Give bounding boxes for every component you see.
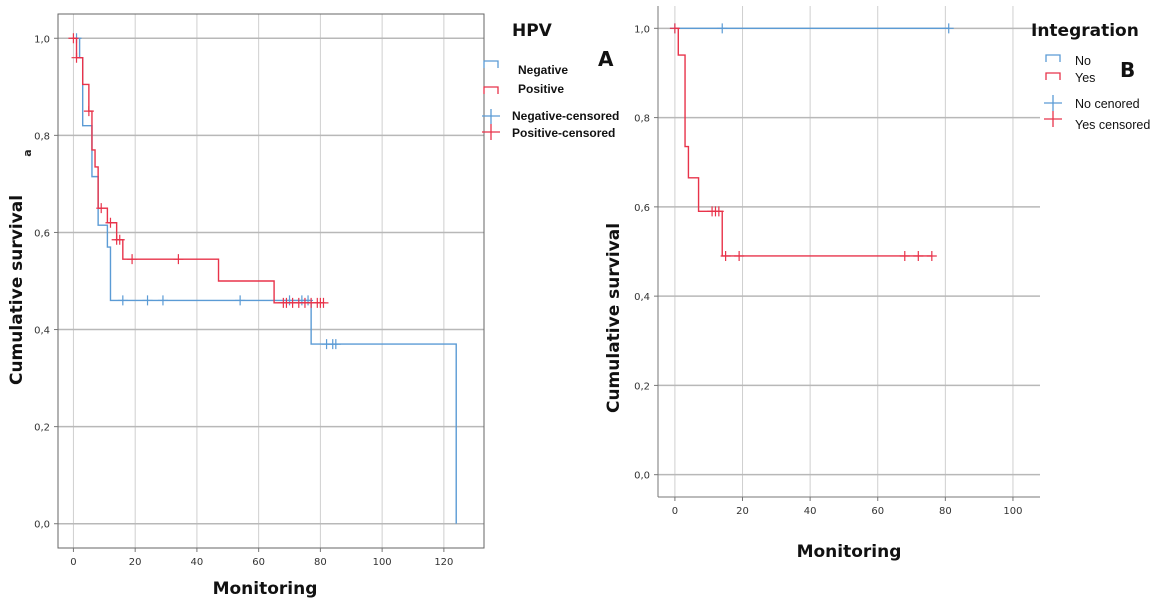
panel-a-x-tick-label: 20	[129, 557, 142, 568]
panel-b-y-tick-label: 0,6	[634, 203, 650, 214]
panel-b-legend: Integration B No Yes No cenored Yes cens…	[1031, 21, 1150, 132]
panel-a-y-tick-label: 0,0	[34, 520, 50, 531]
legend-step-positive-icon	[483, 86, 499, 94]
panel-b-series	[669, 23, 954, 261]
panel-a-censor-mark-negative	[330, 339, 341, 350]
panel-a-censor-mark-positive	[114, 234, 125, 245]
panel-b-censor-mark-yes	[734, 250, 745, 261]
panel-a-legend-entry-negative: Negative	[518, 63, 568, 77]
panel-a-y-tick-label: 0,4	[34, 326, 50, 337]
panel-b-x-tick-label: 0	[672, 506, 678, 517]
panel-b-legend-entry-yes: Yes	[1075, 71, 1095, 85]
panel-a-series	[68, 33, 457, 524]
panel-a-x-tick-label: 60	[252, 557, 265, 568]
panel-b-legend-entry-yes-censored: Yes censored	[1075, 118, 1150, 132]
panel-a-grid	[58, 14, 484, 548]
legend-censored-no-icon	[1044, 95, 1062, 111]
panel-a-x-tick-label: 0	[70, 557, 76, 568]
panel-b-censor-mark-yes	[913, 250, 924, 261]
panel-a-censor-mark-positive	[318, 297, 329, 308]
panel-b-censor-mark-yes	[669, 23, 680, 34]
panel-a-censor-mark-negative	[142, 295, 153, 306]
panel-b-plot: 0 20 40 60 80 100 0,0 0,2 0,4 0,6 0,8 1,0 Monitorin…	[604, 6, 1040, 562]
panel-a-series-positive	[73, 37, 324, 304]
panel-a-censor-mark-positive	[96, 203, 107, 214]
panel-b-legend-title: Integration	[1031, 21, 1139, 41]
panel-b-x-tick-label: 60	[871, 506, 884, 517]
panel-b-censor-mark-yes	[720, 250, 731, 261]
panel-a-y-axis-title: Cumulative survival	[7, 195, 27, 385]
panel-b-x-tick-label: 40	[804, 506, 817, 517]
panel-a-x-tick-label: 40	[191, 557, 204, 568]
panel-a-frame	[57, 13, 485, 549]
panel-b-x-axis-title: Monitoring	[797, 542, 902, 562]
panel-b-censor-mark-yes	[926, 250, 937, 261]
panel-a-panel-letter: A	[598, 47, 614, 71]
panel-b-y-tick-label: 0,0	[634, 471, 650, 482]
panel-a-censor-mark-positive	[105, 217, 116, 228]
panel-b-y-axis-title: Cumulative survival	[604, 223, 624, 413]
panel-a-censor-mark-negative	[117, 295, 128, 306]
panel-b-censor-mark-no	[717, 23, 728, 34]
panel-b-y-tick-label: 0,2	[634, 381, 650, 392]
panel-a-censor-mark-positive	[68, 33, 79, 44]
panel-b-x-tick-label: 80	[939, 506, 952, 517]
legend-censored-positive-icon	[482, 124, 500, 140]
panel-b-censor-mark-yes	[899, 250, 910, 261]
panel-b-series-yes	[674, 27, 932, 257]
legend-censored-yes-icon	[1044, 111, 1062, 127]
panel-a-censor-mark-negative	[235, 295, 246, 306]
panel-a-x-tick-label: 80	[314, 557, 327, 568]
panel-a-stray-label: a	[21, 149, 34, 156]
panel-a-censor-mark-negative	[157, 295, 168, 306]
panel-a-censor-mark-positive	[173, 254, 184, 265]
panel-b-censor-mark-no	[943, 23, 954, 34]
panel-b-x-tick-label: 20	[736, 506, 749, 517]
panel-a-legend-entry-positive-censored: Positive-censored	[512, 126, 615, 140]
panel-a-ticks: 0 20 40 60 80 100 120 0,0 0,2 0,4 0,6 0,8 1,0	[34, 34, 453, 568]
panel-a-legend: HPV A Negative Positive Negative-censore…	[482, 21, 619, 140]
panel-a-legend-entry-negative-censored: Negative-censored	[512, 109, 619, 123]
legend-step-negative-icon	[483, 60, 499, 68]
legend-step-yes-icon	[1045, 72, 1061, 80]
panel-b-x-tick-label: 100	[1003, 506, 1022, 517]
panel-a-censor-mark-positive	[71, 52, 82, 63]
panel-a-censor-mark-positive	[83, 106, 94, 117]
panel-a-censor-mark-positive	[127, 254, 138, 265]
panel-b-y-tick-label: 0,8	[634, 114, 650, 125]
legend-step-no-icon	[1045, 54, 1061, 62]
panel-b-legend-entry-no-censored: No cenored	[1075, 97, 1140, 111]
panel-b-grid	[658, 6, 1040, 497]
panel-a-legend-entry-positive: Positive	[518, 82, 564, 96]
panel-a-x-axis-title: Monitoring	[213, 579, 318, 599]
panel-b-legend-entry-no: No	[1075, 54, 1091, 68]
panel-b-ticks: 0 20 40 60 80 100 0,0 0,2 0,4 0,6 0,8 1,0	[634, 24, 1022, 517]
panel-a-legend-title: HPV	[512, 21, 553, 41]
panel-b-panel-letter: B	[1120, 58, 1135, 82]
panel-a-x-tick-label: 120	[434, 557, 453, 568]
panel-b-y-tick-label: 0,4	[634, 292, 650, 303]
panel-a-y-tick-label: 1,0	[34, 34, 50, 45]
panel-b-censor-mark-yes	[713, 206, 724, 217]
panel-b-y-tick-label: 1,0	[634, 24, 650, 35]
legend-censored-negative-icon	[482, 109, 500, 124]
panel-a-y-tick-label: 0,2	[34, 423, 50, 434]
panel-a-y-tick-label: 0,8	[34, 131, 50, 142]
panel-a-x-tick-label: 100	[373, 557, 392, 568]
panel-a-plot: 0 20 40 60 80 100 120 0,0 0,2 0,4 0,6 0,8 1,0 Monito…	[7, 13, 485, 599]
panel-a-y-tick-label: 0,6	[34, 228, 50, 239]
